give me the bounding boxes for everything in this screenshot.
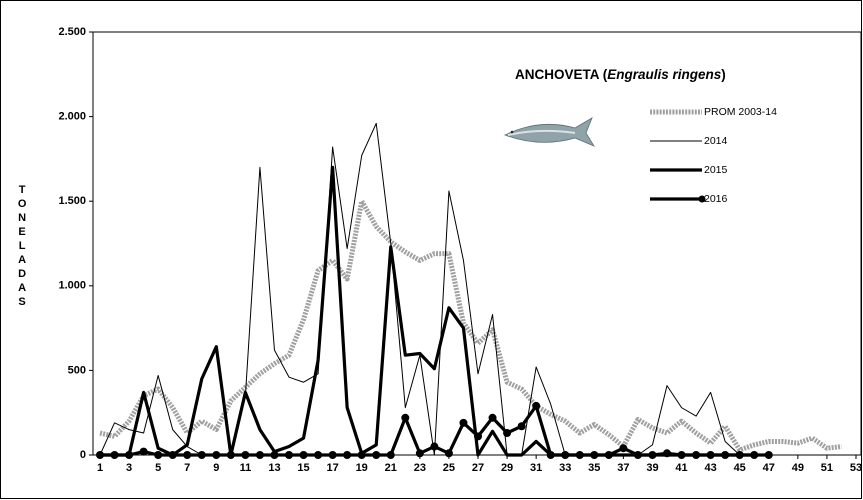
x-tick-label: 15 (297, 462, 309, 474)
series-marker (619, 444, 628, 453)
x-tick-label: 5 (155, 462, 161, 474)
x-tick-label: 31 (530, 462, 542, 474)
chart-title: ANCHOVETA (Engraulis ringens) (515, 67, 726, 82)
series-marker (575, 451, 584, 459)
title-part: Engraulis ringens (607, 67, 722, 82)
fish-icon (503, 117, 595, 147)
legend-label: 2016 (704, 193, 728, 205)
series-marker (590, 451, 599, 459)
x-tick-label: 19 (356, 462, 368, 474)
series-marker (96, 451, 104, 459)
y-tick-label: 1.500 (58, 195, 86, 207)
series-marker (546, 451, 555, 459)
x-tick-label: 23 (414, 462, 426, 474)
x-tick-label: 41 (675, 462, 687, 474)
series-marker (735, 451, 744, 459)
series-marker (125, 451, 134, 459)
title-part: ANCHOVETA ( (515, 67, 608, 82)
y-tick-label: 2.500 (58, 26, 86, 38)
series-marker (444, 449, 453, 458)
series-marker (212, 451, 221, 459)
x-tick-label: 11 (240, 462, 252, 474)
x-tick-label: 13 (268, 462, 280, 474)
legend-label: 2015 (704, 164, 728, 176)
series-marker (285, 451, 293, 459)
series-marker (648, 451, 657, 459)
series-marker (328, 451, 337, 459)
x-tick-label: 39 (646, 462, 658, 474)
x-tick-label: 17 (326, 462, 338, 474)
series-marker (561, 451, 570, 459)
x-tick-label: 1 (97, 462, 103, 474)
x-tick-label: 9 (213, 462, 219, 474)
series-marker (343, 451, 352, 459)
series-marker (633, 451, 642, 459)
x-tick-label: 3 (126, 462, 132, 474)
series-marker (721, 451, 730, 459)
series-marker (677, 451, 686, 459)
series-marker (503, 429, 512, 438)
series-marker (197, 451, 206, 459)
x-tick-label: 7 (184, 462, 190, 474)
series-marker (663, 449, 671, 458)
series-marker (110, 451, 119, 459)
series-marker (532, 401, 541, 410)
series-marker (415, 449, 424, 458)
x-tick-label: 35 (588, 462, 600, 474)
series-marker (357, 451, 366, 459)
series-marker (168, 451, 177, 459)
x-tick-label: 53 (850, 462, 862, 474)
series-line (99, 198, 842, 453)
series-marker (692, 451, 701, 459)
series-marker (299, 451, 308, 459)
x-tick-label: 49 (792, 462, 804, 474)
x-tick-label: 47 (763, 462, 775, 474)
series-marker (430, 442, 439, 451)
x-tick-label: 37 (617, 462, 629, 474)
series-marker (386, 451, 395, 459)
series-marker (241, 451, 250, 459)
y-tick-label: 2.000 (58, 111, 86, 123)
legend-marker (698, 195, 706, 203)
series-marker (604, 451, 613, 459)
y-tick-label: 0 (80, 449, 86, 461)
x-tick-label: 43 (704, 462, 716, 474)
x-tick-label: 45 (734, 462, 746, 474)
y-axis-label: TONELADAS (16, 184, 28, 310)
y-tick-label: 1.000 (58, 280, 86, 292)
series-marker (314, 451, 323, 459)
series-marker (183, 451, 192, 459)
y-tick-label: 500 (68, 364, 86, 376)
series-marker (750, 451, 759, 459)
legend-label: PROM 2003-14 (704, 106, 777, 118)
series-marker (474, 432, 482, 441)
x-tick-label: 29 (501, 462, 513, 474)
x-tick-label: 51 (821, 462, 833, 474)
x-tick-label: 25 (443, 462, 455, 474)
series-marker (255, 451, 264, 459)
x-tick-label: 33 (559, 462, 571, 474)
series-marker (372, 451, 381, 459)
title-part: ) (721, 67, 726, 82)
series-marker (488, 413, 497, 422)
x-tick-label: 27 (472, 462, 484, 474)
series-marker (226, 451, 235, 459)
series-marker (459, 418, 468, 427)
series-marker (270, 451, 279, 459)
series-marker (401, 413, 410, 422)
series-marker (764, 451, 773, 459)
series-marker (139, 447, 148, 456)
legend-label: 2014 (704, 135, 728, 147)
series-marker (154, 451, 163, 459)
series-marker (706, 451, 715, 459)
series-marker (517, 422, 526, 431)
x-tick-label: 21 (385, 462, 397, 474)
